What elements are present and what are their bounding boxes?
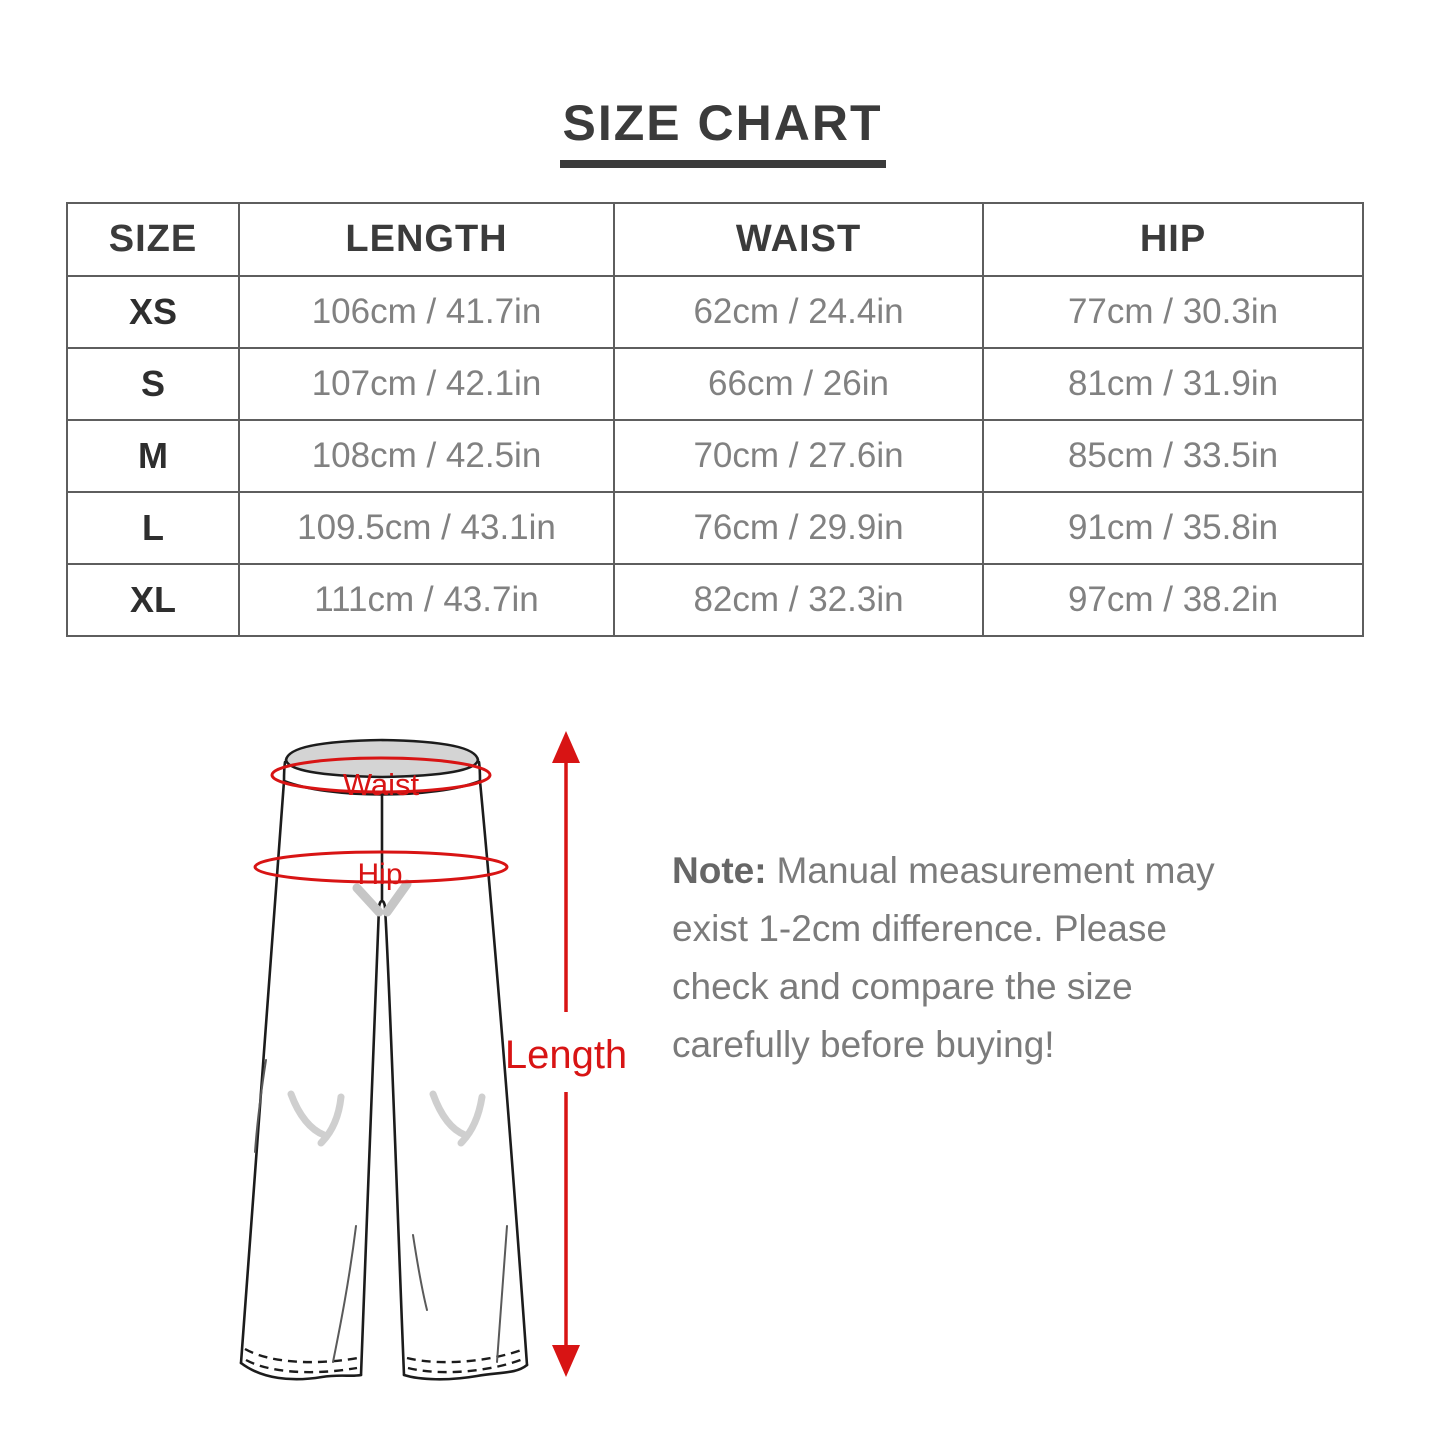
note-text: Note: Manual measurement may exist 1-2cm … <box>672 842 1272 1074</box>
size-label: XS <box>66 275 240 349</box>
note-line: carefully before buying! <box>672 1024 1055 1065</box>
waist-value: 76cm / 29.9in <box>613 491 984 565</box>
note-line: Note: Manual measurement may <box>672 842 1272 900</box>
left-hem-stitch <box>244 1347 359 1364</box>
note-line: check and compare the size <box>672 966 1133 1007</box>
knee-crease <box>317 1093 345 1147</box>
note-line: exist 1-2cm difference. Please <box>672 908 1167 949</box>
waist-value: 70cm / 27.6in <box>613 419 984 493</box>
col-header-waist: WAIST <box>613 202 984 277</box>
waist-value: 66cm / 26in <box>613 347 984 421</box>
hip-measure-ellipse <box>253 850 509 884</box>
note-label: Note: <box>672 850 767 891</box>
pants-outline <box>239 738 529 1381</box>
hip-label: Hip <box>357 858 402 891</box>
col-header-size: SIZE <box>66 202 240 277</box>
left-outer-seam <box>239 779 286 1365</box>
crotch-curve <box>377 899 387 909</box>
right-inseam <box>383 905 406 1377</box>
col-header-hip: HIP <box>982 202 1364 277</box>
knee-crease <box>429 1090 469 1139</box>
hip-value: 97cm / 38.2in <box>982 563 1364 637</box>
crease-line <box>332 1225 357 1363</box>
hem-stitching <box>244 1347 525 1374</box>
page-title: SIZE CHART <box>0 98 1445 168</box>
length-value: 111cm / 43.7in <box>238 563 615 637</box>
length-value: 108cm / 42.5in <box>238 419 615 493</box>
knee-crease <box>457 1093 486 1147</box>
length-value: 107cm / 42.1in <box>238 347 615 421</box>
knee-crease <box>287 1090 328 1139</box>
crease-line <box>496 1225 508 1363</box>
crease-line <box>412 1234 428 1311</box>
table-row-s: S 107cm / 42.1in 66cm / 26in 81cm / 31.9… <box>66 347 1364 421</box>
crotch-shadow <box>352 883 384 917</box>
hip-value: 81cm / 31.9in <box>982 347 1364 421</box>
col-header-length: LENGTH <box>238 202 615 277</box>
length-arrow-head-up <box>552 731 580 763</box>
left-inseam <box>359 905 381 1377</box>
right-hem <box>402 1363 529 1381</box>
page-title-text: SIZE CHART <box>559 98 886 168</box>
size-label: L <box>66 491 240 565</box>
crease-line <box>254 1059 267 1153</box>
length-value: 106cm / 41.7in <box>238 275 615 349</box>
length-label: Length <box>505 1033 627 1077</box>
waist-measure-ellipse <box>270 756 492 794</box>
size-label: S <box>66 347 240 421</box>
table-row-xs: XS 106cm / 41.7in 62cm / 24.4in 77cm / 3… <box>66 275 1364 349</box>
hip-value: 85cm / 33.5in <box>982 419 1364 493</box>
table-row-xl: XL 111cm / 43.7in 82cm / 32.3in 97cm / 3… <box>66 563 1364 637</box>
hip-value: 91cm / 35.8in <box>982 491 1364 565</box>
waist-value: 62cm / 24.4in <box>613 275 984 349</box>
length-arrow-head-down <box>552 1345 580 1377</box>
table-header-row: SIZE LENGTH WAIST HIP <box>66 202 1364 277</box>
note-line-text: Manual measurement may <box>776 850 1215 891</box>
size-table: SIZE LENGTH WAIST HIP XS 106cm / 41.7in … <box>66 202 1364 637</box>
size-label: XL <box>66 563 240 637</box>
crotch-shadow <box>382 879 412 917</box>
size-label: M <box>66 419 240 493</box>
left-hem-stitch <box>245 1358 358 1374</box>
length-value: 109.5cm / 43.1in <box>238 491 615 565</box>
table-row-m: M 108cm / 42.5in 70cm / 27.6in 85cm / 33… <box>66 419 1364 493</box>
shading-marks <box>287 879 486 1147</box>
right-outer-seam <box>478 779 529 1367</box>
left-hem <box>239 1361 363 1381</box>
fabric-creases <box>254 1059 508 1363</box>
measurement-overlays: Waist Hip Length <box>253 731 627 1377</box>
table-row-l: L 109.5cm / 43.1in 76cm / 29.9in 91cm / … <box>66 491 1364 565</box>
waist-label: Waist <box>343 767 420 802</box>
right-hem-stitch <box>407 1357 524 1374</box>
right-hem-stitch <box>406 1347 525 1364</box>
waist-value: 82cm / 32.3in <box>613 563 984 637</box>
hip-value: 77cm / 30.3in <box>982 275 1364 349</box>
